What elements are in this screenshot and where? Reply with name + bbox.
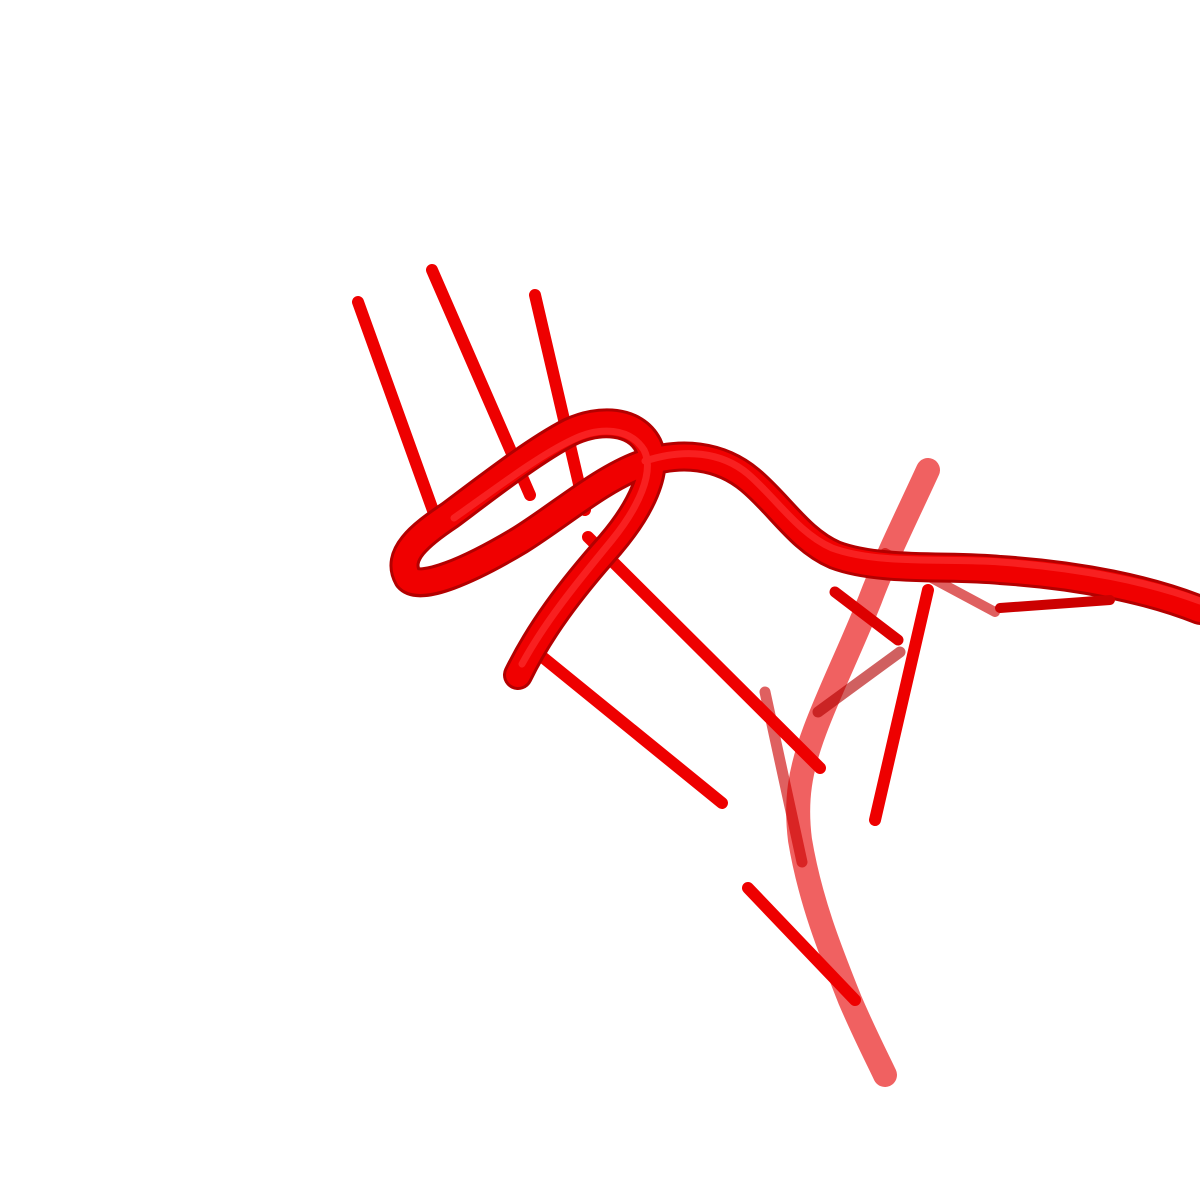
base-stick: [829, 586, 904, 646]
backbone-end-stick: [995, 595, 1115, 613]
backbone-tube: [392, 411, 1200, 687]
base-stick: [869, 584, 934, 826]
rear-base-stick: [812, 646, 906, 718]
front-strand: [389, 408, 1200, 690]
base-stick: [352, 296, 446, 536]
rear-base-stick: [742, 882, 861, 1006]
backbone-tube-highlight: [450, 427, 1200, 668]
base-stick: [529, 289, 591, 516]
front-base-sticks: [352, 264, 934, 826]
base-stick: [582, 531, 826, 774]
base-stick: [534, 649, 728, 809]
